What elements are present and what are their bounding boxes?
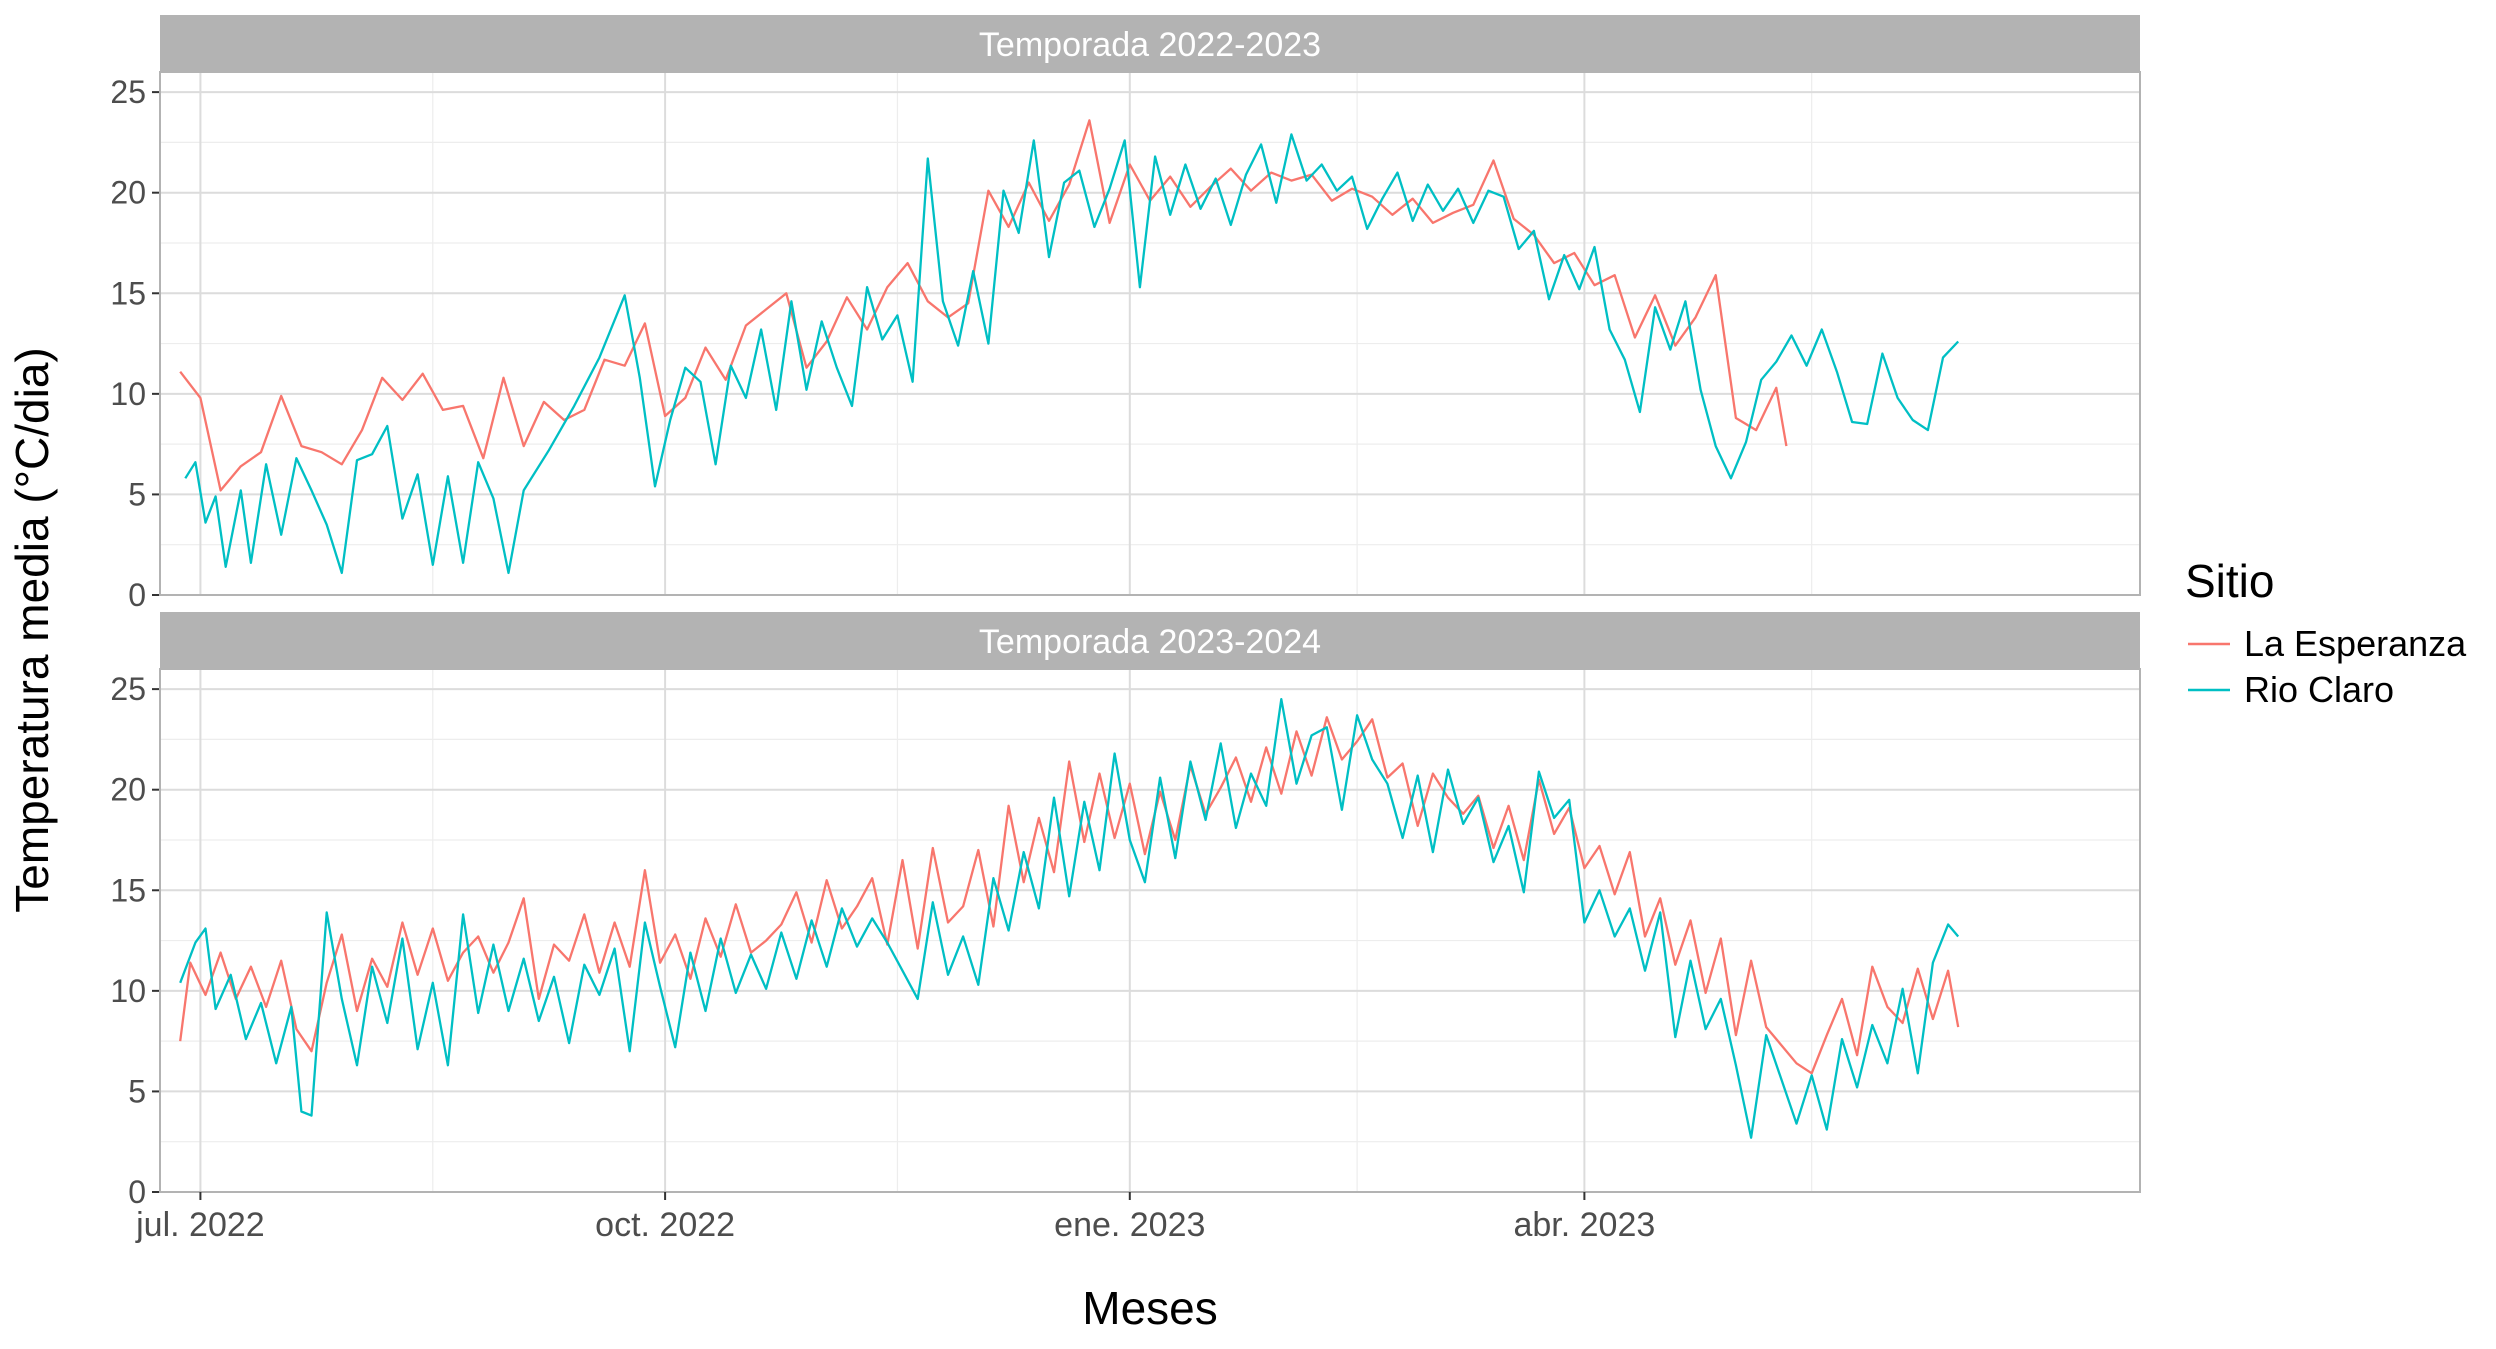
y-tick-label: 10 [110, 376, 146, 412]
y-tick-label: 15 [110, 275, 146, 311]
y-tick-label: 0 [128, 577, 146, 613]
x-axis: jul. 2022 oct. 2022 ene. 2023 abr. 2023 [135, 1192, 1655, 1244]
panel-2: Temporada 2023-2024 0 5 10 15 20 25 [110, 612, 2141, 1210]
legend: Sitio La Esperanza Rio Claro [2185, 555, 2467, 710]
y-tick-label: 0 [128, 1174, 146, 1210]
panel-1-strip-label: Temporada 2022-2023 [979, 26, 1321, 64]
legend-label-rio-claro: Rio Claro [2244, 669, 2394, 710]
panel-1-series [179, 119, 1960, 575]
panel-1: Temporada 2022-2023 0 5 10 15 20 25 [110, 15, 2141, 613]
y-tick-label: 25 [110, 74, 146, 110]
series-line-rio-claro [184, 133, 1960, 575]
y-tick-label: 15 [110, 872, 146, 908]
panel-2-y-tick-labels: 0 5 10 15 20 25 [110, 671, 160, 1210]
y-tick-label: 5 [128, 476, 146, 512]
y-axis-title: Temperatura media (°C/dia) [6, 347, 58, 913]
panel-1-y-tick-labels: 0 5 10 15 20 25 [110, 74, 160, 613]
panel-2-series [179, 698, 1960, 1139]
x-axis-title: Meses [1082, 1282, 1217, 1334]
legend-label-la-esperanza: La Esperanza [2244, 623, 2467, 664]
panel-1-border [159, 71, 2141, 596]
x-tick-label: oct. 2022 [595, 1206, 735, 1244]
x-tick-label: jul. 2022 [135, 1206, 265, 1244]
series-line-la-esperanza [179, 119, 1788, 492]
panel-2-strip-label: Temporada 2023-2024 [979, 623, 1321, 661]
legend-title: Sitio [2185, 555, 2274, 607]
series-line-rio-claro [179, 698, 1960, 1139]
panel-2-strip [160, 612, 2140, 669]
panel-1-strip [160, 15, 2140, 72]
y-tick-label: 10 [110, 973, 146, 1009]
panel-2-border [159, 668, 2141, 1193]
y-tick-label: 20 [110, 175, 146, 211]
x-tick-label: abr. 2023 [1513, 1206, 1655, 1244]
series-line-la-esperanza [179, 716, 1960, 1075]
x-tick-label: ene. 2023 [1054, 1206, 1205, 1244]
y-tick-label: 20 [110, 772, 146, 808]
y-tick-label: 5 [128, 1073, 146, 1109]
panel-1-grid [160, 72, 2140, 596]
y-tick-label: 25 [110, 671, 146, 707]
